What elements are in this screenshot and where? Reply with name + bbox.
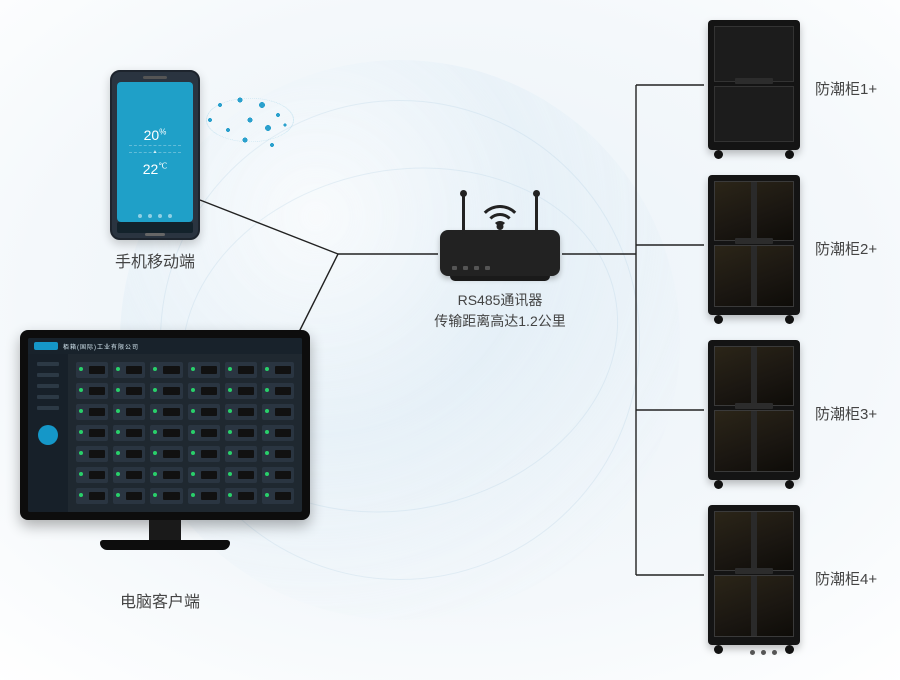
dashboard-cell: [113, 446, 145, 462]
mobile-screen: 20% ▲ 22℃: [117, 82, 193, 222]
dashboard-cell: [225, 467, 257, 483]
diagram-canvas: 20% ▲ 22℃ 手机移动端 RS485通讯器 传输距离高达1.2公里 栢箱(…: [0, 0, 900, 680]
dashboard-cell: [262, 362, 294, 378]
dashboard-cell: [262, 383, 294, 399]
dashboard-cell: [262, 467, 294, 483]
mobile-device: 20% ▲ 22℃: [110, 70, 200, 240]
dashboard-cell: [188, 383, 220, 399]
dashboard-sidebar: [28, 354, 68, 512]
dashboard-cell: [150, 446, 182, 462]
cabinet-2-label: 防潮柜2+: [815, 238, 877, 259]
dashboard-screen: 栢箱(国际)工业有限公司: [28, 338, 302, 512]
mobile-label: 手机移动端: [115, 248, 195, 272]
dashboard-cell: [76, 488, 108, 504]
dashboard-cell: [225, 425, 257, 441]
wifi-icon: [474, 192, 526, 228]
dashboard-cell: [188, 362, 220, 378]
cabinet-4-label: 防潮柜4+: [815, 568, 877, 589]
dashboard-cell: [188, 467, 220, 483]
dashboard-cell: [188, 488, 220, 504]
dashboard-cell: [150, 467, 182, 483]
dashboard-cell: [150, 362, 182, 378]
cabinet-1-label: 防潮柜1+: [815, 78, 877, 99]
dashboard-cell: [113, 404, 145, 420]
dashboard-cell: [262, 488, 294, 504]
dashboard-cell: [150, 488, 182, 504]
dashboard-cell: [76, 383, 108, 399]
dashboard-logo: [34, 342, 58, 350]
router-model: RS485通讯器: [420, 290, 580, 311]
dashboard-cell: [76, 425, 108, 441]
desktop-monitor: 栢箱(国际)工业有限公司: [20, 330, 310, 560]
dashboard-grid: [68, 354, 302, 512]
ellipsis-icon: [750, 650, 777, 655]
cabinet-1: [708, 20, 800, 150]
dashboard-cell: [262, 446, 294, 462]
dashboard-cell: [188, 404, 220, 420]
dashboard-cell: [225, 383, 257, 399]
router-range: 传输距离高达1.2公里: [420, 311, 580, 332]
dashboard-cell: [76, 362, 108, 378]
dashboard-cell: [262, 425, 294, 441]
dashboard-cell: [150, 383, 182, 399]
dashboard-cell: [188, 446, 220, 462]
dashboard-cell: [150, 425, 182, 441]
cabinet-4: [708, 505, 800, 645]
dashboard-cell: [262, 404, 294, 420]
avatar-icon: [38, 425, 58, 445]
cabinet-3-label: 防潮柜3+: [815, 403, 877, 424]
dashboard-cell: [225, 362, 257, 378]
dashboard-cell: [113, 425, 145, 441]
dashboard-cell: [225, 404, 257, 420]
dashboard-cell: [76, 404, 108, 420]
cabinet-2: [708, 175, 800, 315]
dashboard-cell: [113, 467, 145, 483]
dashboard-cell: [225, 488, 257, 504]
router-label: RS485通讯器 传输距离高达1.2公里: [420, 290, 580, 332]
desktop-label: 电脑客户端: [120, 588, 200, 612]
dashboard-cell: [113, 383, 145, 399]
dashboard-cell: [76, 467, 108, 483]
dashboard-cell: [188, 425, 220, 441]
dashboard-cell: [225, 446, 257, 462]
dashboard-cell: [150, 404, 182, 420]
cabinet-3: [708, 340, 800, 480]
router-device: [440, 230, 560, 276]
dashboard-cell: [76, 446, 108, 462]
dashboard-title: 栢箱(国际)工业有限公司: [63, 342, 139, 351]
humidity-value: 20: [144, 127, 160, 143]
temperature-value: 22: [143, 161, 159, 177]
dashboard-cell: [113, 488, 145, 504]
dashboard-cell: [113, 362, 145, 378]
dotted-globe-icon: [200, 70, 300, 170]
